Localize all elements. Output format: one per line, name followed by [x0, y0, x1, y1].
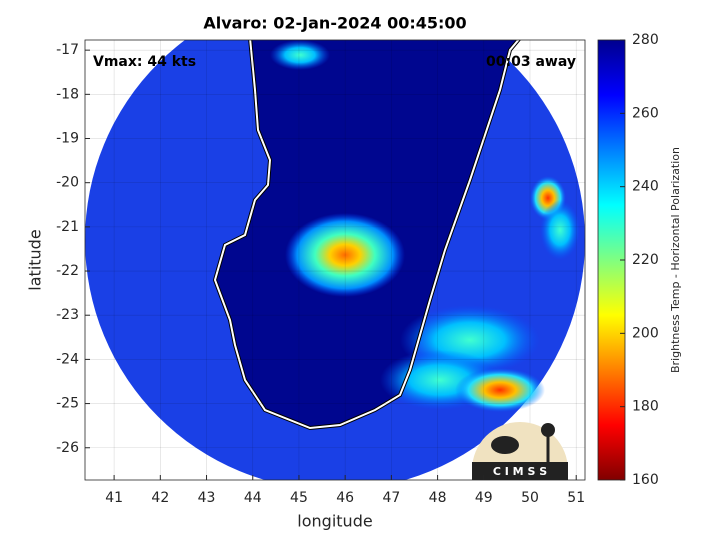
y-axis-label: latitude	[26, 229, 45, 290]
x-tick-label: 43	[198, 490, 216, 506]
y-tick-label: -18	[56, 86, 79, 102]
chart-title: Alvaro: 02-Jan-2024 00:45:00	[203, 14, 466, 33]
y-tick-label: -22	[56, 263, 79, 279]
y-tick-label: -19	[56, 131, 79, 147]
x-tick-label: 49	[475, 490, 493, 506]
colorbar-tick-label: 180	[632, 399, 659, 415]
x-axis-label: longitude	[297, 512, 372, 531]
plot-frame	[84, 39, 586, 481]
annotation: Vmax: 44 kts	[93, 54, 196, 70]
x-tick-label: 44	[244, 490, 262, 506]
colorbar-label: Brightness Temp - Horizontal Polarizatio…	[669, 147, 682, 373]
y-tick-label: -24	[56, 351, 79, 367]
logo-text: C I M S S	[493, 465, 547, 478]
colorbar-tick-label: 280	[632, 32, 659, 48]
colorbar-tick-label: 160	[632, 472, 659, 488]
x-tick-label: 47	[382, 490, 400, 506]
y-tick-label: -17	[56, 42, 79, 58]
colorbar-tick-label: 200	[632, 325, 659, 341]
annotation: 00:03 away	[486, 54, 576, 70]
x-tick-label: 51	[567, 490, 585, 506]
y-tick-label: -20	[56, 175, 79, 191]
y-tick-label: -25	[56, 396, 79, 412]
y-tick-label: -26	[56, 440, 79, 456]
y-tick-label: -21	[56, 219, 79, 235]
colorbar-tick-label: 220	[632, 252, 659, 268]
colorbar-tick-label: 240	[632, 179, 659, 195]
y-tick-label: -23	[56, 307, 79, 323]
x-tick-label: 48	[429, 490, 447, 506]
colorbar-tick-label: 260	[632, 105, 659, 121]
x-tick-label: 46	[336, 490, 354, 506]
swath-image	[85, 40, 585, 480]
x-tick-label: 42	[151, 490, 169, 506]
x-tick-label: 50	[521, 490, 539, 506]
x-tick-label: 45	[290, 490, 308, 506]
x-tick-label: 41	[105, 490, 123, 506]
cimss-logo: C I M S S	[472, 422, 568, 480]
